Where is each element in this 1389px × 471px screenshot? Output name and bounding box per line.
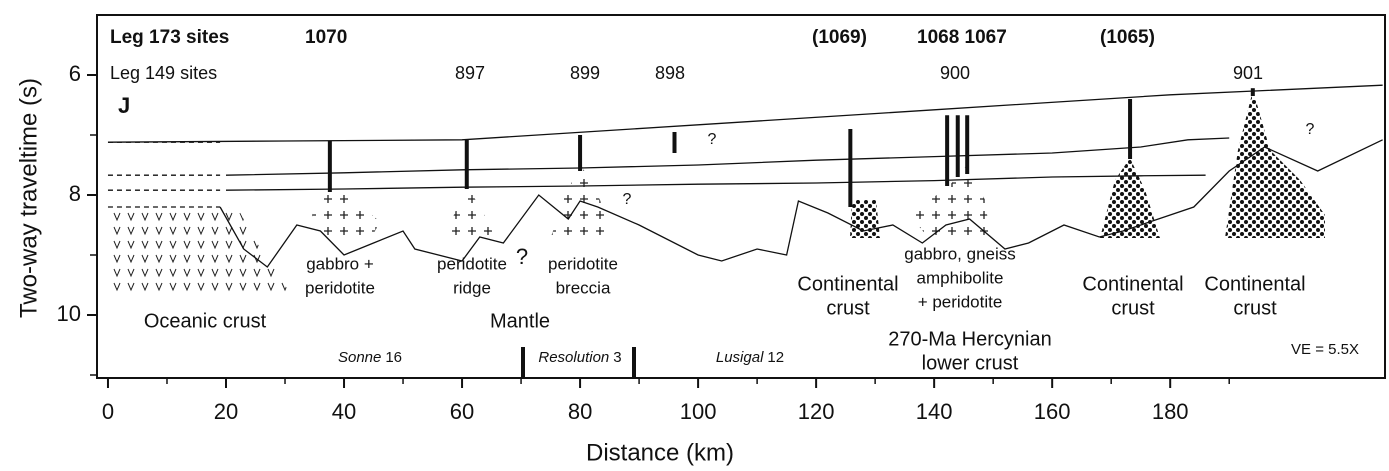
rock-label: + peridotite [918,292,1003,311]
rock-label: gabbro, gneiss [904,244,1016,263]
question-mark: ? [623,191,632,208]
x-tick-label: 60 [450,399,474,424]
leg-173-site: (1065) [1100,27,1155,48]
panel-letter: J [118,93,130,118]
leg-173-site: 1068 1067 [917,27,1007,48]
leg-149-site: 898 [655,63,685,83]
peridotite-pattern [445,185,495,240]
leg-149-site: 899 [570,63,600,83]
patterns [108,90,1325,293]
ve-label: VE = 5.5X [1291,341,1359,358]
region-label: 270-Ma Hercynian [888,328,1051,350]
horizon [107,84,1383,143]
x-tick-label: 100 [680,399,717,424]
y-tick-label: 8 [69,181,81,206]
x-tick-label: 80 [568,399,592,424]
x-tick-label: 20 [214,399,238,424]
x-axis-title: Distance (km) [586,439,734,466]
cruise-number: 16 [385,349,402,366]
region-label: Continental [797,273,898,295]
region-label: crust [1233,297,1277,319]
cruise-ship: Lusigal [716,349,764,366]
x-tick-label: 0 [102,399,114,424]
leg-149-label: Leg 149 sites [110,63,217,83]
rock-label: amphibolite [917,268,1004,287]
gabbro-pattern [312,185,380,240]
leg-173-site: (1069) [812,27,867,48]
amphibolite-pattern [910,165,990,240]
cruise-ship: Sonne [338,349,381,366]
region-label: Mantle [490,310,550,332]
region-label: Continental [1204,273,1305,295]
horizon [219,139,1383,268]
region-label: lower crust [922,352,1019,374]
question-mark: ? [516,244,528,269]
y-axis-title: Two-way traveltime (s) [15,78,42,318]
x-tick-label: 140 [916,399,953,424]
y-tick-label: 6 [69,61,81,86]
cruise-number: 12 [767,349,784,366]
x-tick-label: 160 [1034,399,1071,424]
x-tick-label: 180 [1152,399,1189,424]
cruise-label: Resolution 3 [538,349,621,366]
leg-149-site: 900 [940,63,970,83]
leg-149-site: 897 [455,63,485,83]
continental-pattern [1100,158,1160,238]
cruise-number: 3 [613,349,621,366]
x-tick-label: 120 [798,399,835,424]
cruise-ship: Resolution [538,349,609,366]
rock-label: ridge [453,278,491,297]
question-mark: ? [708,131,717,148]
x-tick-label: 40 [332,399,356,424]
leg-173-label: Leg 173 sites [110,27,229,48]
plot-frame [96,14,1386,379]
horizon [225,174,1206,191]
oceanic-crust-pattern [108,207,290,293]
leg-173-site: 1070 [305,27,347,48]
cruise-label: Sonne 16 [338,349,402,366]
continental-pattern [1225,90,1325,238]
region-label: crust [1111,297,1155,319]
rock-label: peridotite [548,254,618,273]
rock-label: peridotite [305,278,375,297]
region-label: Oceanic crust [144,310,267,332]
rock-label: gabbro + [306,254,374,273]
y-tick-label: 10 [57,301,81,326]
region-label: crust [826,297,870,319]
region-label: Continental [1082,273,1183,295]
continental-pattern [850,200,880,238]
breccia-pattern [550,165,612,240]
question-mark: ? [1306,121,1315,138]
rock-label: breccia [556,278,611,297]
rock-label: peridotite [437,254,507,273]
horizon [225,137,1230,176]
cruise-label: Lusigal 12 [716,349,784,366]
leg-149-site: 901 [1233,63,1263,83]
